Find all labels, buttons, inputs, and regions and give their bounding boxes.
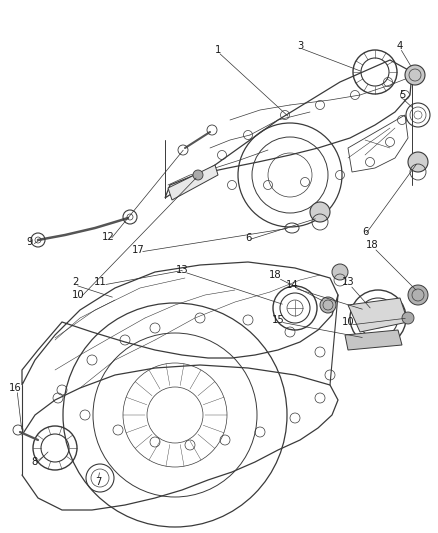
Polygon shape — [345, 330, 402, 350]
Text: 2: 2 — [72, 277, 78, 287]
Text: 15: 15 — [272, 315, 284, 325]
Text: 12: 12 — [102, 232, 114, 242]
Text: 18: 18 — [366, 240, 378, 250]
Text: 9: 9 — [27, 237, 33, 247]
Text: 5: 5 — [399, 90, 405, 100]
Circle shape — [408, 285, 428, 305]
Text: 14: 14 — [286, 280, 298, 290]
Text: 10: 10 — [342, 317, 354, 327]
Text: 8: 8 — [32, 457, 38, 467]
Text: 6: 6 — [362, 227, 368, 237]
Text: 13: 13 — [342, 277, 354, 287]
Polygon shape — [348, 298, 408, 332]
Circle shape — [332, 264, 348, 280]
Text: 10: 10 — [72, 290, 84, 300]
Text: 13: 13 — [176, 265, 188, 275]
Text: 1: 1 — [215, 45, 221, 55]
Text: 7: 7 — [95, 477, 101, 487]
Text: 6: 6 — [245, 233, 251, 243]
Polygon shape — [168, 165, 218, 200]
Circle shape — [320, 297, 336, 313]
Text: 3: 3 — [297, 41, 303, 51]
Circle shape — [193, 170, 203, 180]
Circle shape — [405, 65, 425, 85]
Text: 18: 18 — [268, 270, 281, 280]
Circle shape — [310, 202, 330, 222]
Circle shape — [408, 152, 428, 172]
Circle shape — [402, 312, 414, 324]
Text: 11: 11 — [94, 277, 106, 287]
Text: 16: 16 — [9, 383, 21, 393]
Text: 17: 17 — [132, 245, 145, 255]
Text: 4: 4 — [397, 41, 403, 51]
